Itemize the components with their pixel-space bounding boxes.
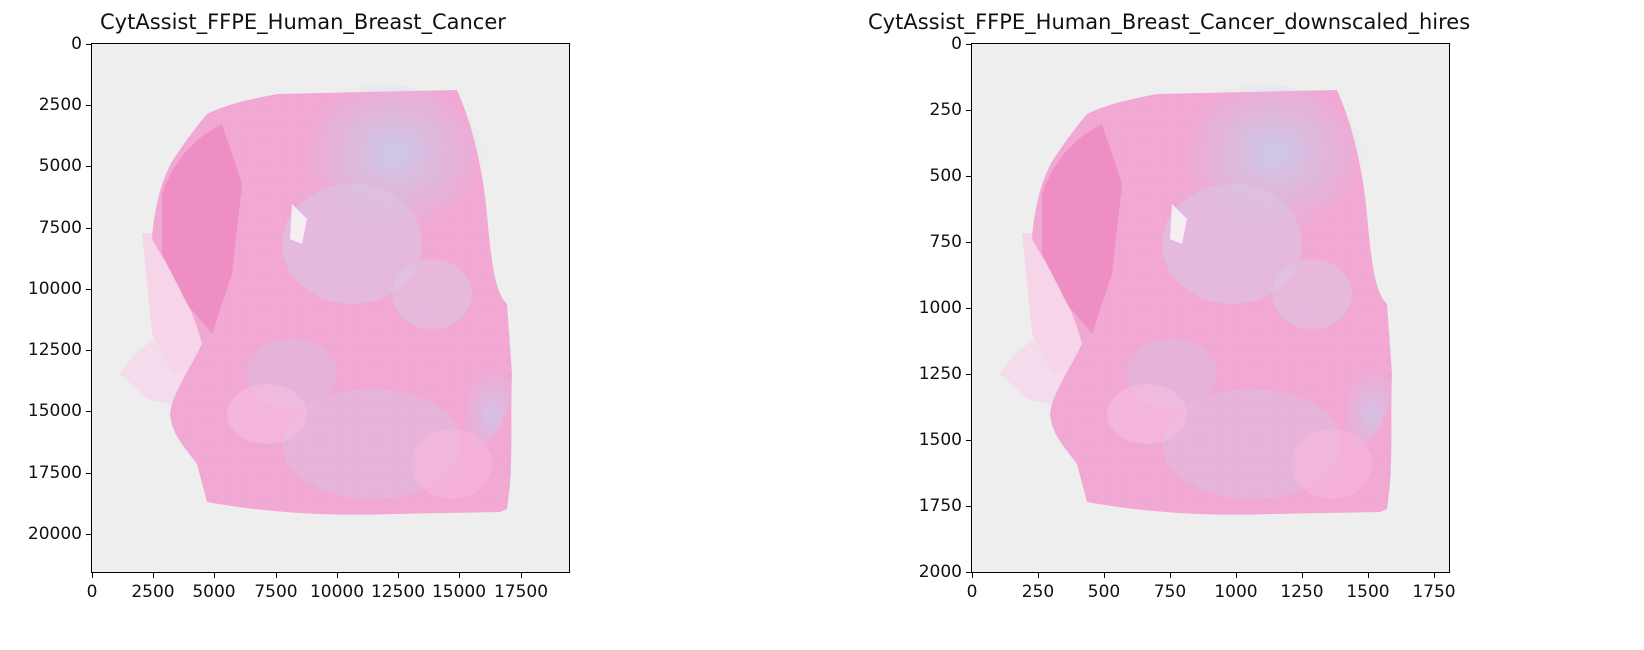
y-tick-label: 5000: [38, 156, 82, 176]
x-tick-label: 1250: [1280, 582, 1324, 602]
x-tick-label: 250: [1021, 582, 1055, 602]
y-tick-label: 1750: [918, 496, 962, 516]
y-tick-label: 15000: [27, 401, 82, 421]
y-tick-label: 0: [951, 34, 962, 54]
x-tick-label: 5000: [192, 582, 236, 602]
y-tick-label: 2000: [918, 562, 962, 582]
x-tick-label: 15000: [431, 582, 487, 602]
x-tick-label: 750: [1153, 582, 1187, 602]
x-tick-label: 2500: [131, 582, 175, 602]
y-tick-label: 2500: [38, 95, 82, 115]
y-tick-label: 1500: [918, 430, 962, 450]
panel-title: CytAssist_FFPE_Human_Breast_Cancer_downs…: [868, 10, 1471, 34]
y-tick-label: 10000: [27, 279, 82, 299]
panel-title: CytAssist_FFPE_Human_Breast_Cancer: [100, 10, 506, 34]
y-tick-label: 12500: [27, 340, 82, 360]
y-tick-label: 1250: [918, 364, 962, 384]
x-tick-label: 10000: [309, 582, 365, 602]
tissue-image: [972, 44, 1450, 572]
x-tick-label: 1750: [1412, 582, 1456, 602]
x-tick-label: 0: [86, 582, 98, 602]
x-tick-label: 12500: [370, 582, 426, 602]
x-tick-label: 1000: [1214, 582, 1258, 602]
x-tick-label: 1500: [1346, 582, 1390, 602]
y-tick-label: 0: [71, 34, 82, 54]
y-tick-label: 7500: [38, 218, 82, 238]
x-tick-label: 7500: [254, 582, 298, 602]
y-tick-label: 1000: [918, 298, 962, 318]
y-tick-label: 750: [929, 232, 962, 252]
y-tick-label: 20000: [27, 524, 82, 544]
y-tick-label: 17500: [27, 463, 82, 483]
y-tick-label: 500: [929, 166, 962, 186]
y-tick-label: 250: [929, 100, 962, 120]
x-tick-label: 0: [966, 582, 978, 602]
x-tick-label: 500: [1087, 582, 1121, 602]
tissue-image: [92, 44, 570, 572]
x-tick-label: 17500: [493, 582, 549, 602]
